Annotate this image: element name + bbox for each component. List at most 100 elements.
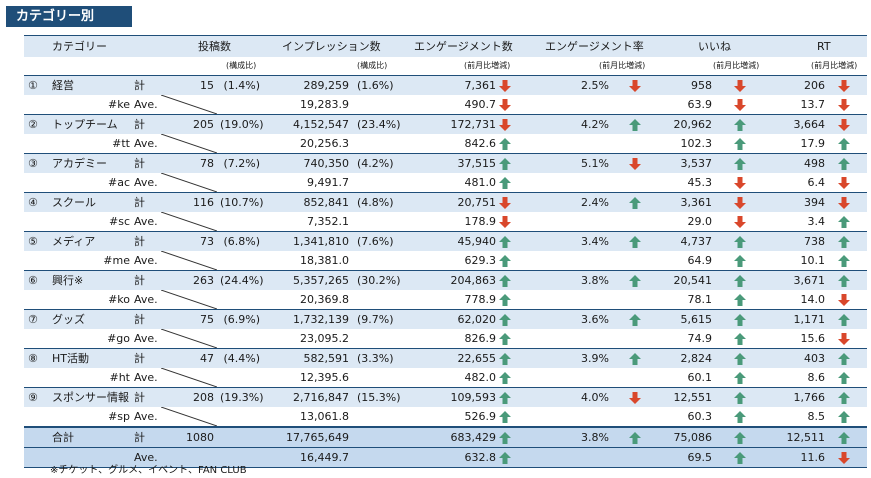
total-label: 計 — [134, 196, 145, 209]
category-number: ④ — [28, 196, 38, 209]
header-category: カテゴリー — [52, 40, 107, 53]
average-rt: 8.5 — [807, 410, 826, 423]
subheader-rate-mom: (前月比増減) — [599, 61, 646, 70]
footnote: ※チケット、グルメ、イベント、FAN CLUB — [50, 465, 247, 476]
arrow-up-icon — [629, 119, 641, 131]
category-name: メディア — [52, 235, 96, 248]
average-likes: 45.3 — [687, 176, 713, 189]
category-tag: #tt — [112, 137, 130, 150]
category-table: カテゴリー 投稿数 インプレッション数 エンゲージメント数 エンゲージメント率 … — [24, 35, 867, 468]
posts-value: 205 — [193, 118, 214, 131]
subheader-rt-mom: (前月比増減) — [811, 61, 858, 70]
arrow-up-icon — [838, 255, 850, 267]
arrow-down-icon — [499, 197, 511, 209]
average-engagements: 178.9 — [464, 215, 497, 228]
average-engagements: 826.9 — [464, 332, 497, 345]
diagonal-divider — [161, 329, 217, 348]
category-row: ② トップチーム 計 205 (19.0%) 4,152,547 (23.4%) 172,73… — [24, 114, 867, 134]
arrow-down-icon — [838, 452, 850, 464]
header-rt: RT — [817, 40, 831, 53]
rt-value: 3,671 — [793, 274, 826, 287]
category-number: ⑥ — [28, 274, 38, 287]
likes-value: 4,737 — [680, 235, 713, 248]
total-rt: 12,511 — [786, 431, 826, 444]
arrow-down-icon — [499, 216, 511, 228]
subheader-eng-mom: (前月比増減) — [464, 61, 511, 70]
arrow-down-icon — [734, 197, 746, 209]
diagonal-divider — [161, 95, 217, 114]
average-row: #me Ave. 18,381.0 629.3 64.9 10.1 — [24, 251, 867, 270]
total-label: 計 — [134, 79, 145, 92]
engagements-value: 172,731 — [450, 118, 497, 131]
impressions-ratio: (4.8%) — [357, 196, 394, 209]
total-average-rt: 11.6 — [800, 451, 826, 464]
average-impressions: 18,381.0 — [300, 254, 349, 267]
total-label: 計 — [134, 431, 145, 444]
arrow-up-icon — [499, 138, 511, 150]
likes-value: 5,615 — [680, 313, 713, 326]
arrow-down-icon — [838, 197, 850, 209]
arrow-down-icon — [734, 80, 746, 92]
average-row: #sp Ave. 13,061.8 526.9 60.3 8.5 — [24, 407, 867, 426]
average-row: #ac Ave. 9,491.7 481.0 45.3 6.4 — [24, 173, 867, 192]
engagement-rate-value: 3.4% — [581, 235, 609, 248]
total-label: 計 — [134, 157, 145, 170]
average-rt: 10.1 — [800, 254, 826, 267]
average-engagements: 481.0 — [464, 176, 497, 189]
arrow-up-icon — [734, 275, 746, 287]
average-rt: 15.6 — [800, 332, 826, 345]
average-label: Ave. — [134, 137, 158, 150]
arrow-down-icon — [629, 392, 641, 404]
diagonal-divider — [161, 407, 217, 426]
arrow-up-icon — [499, 432, 511, 444]
category-number: ⑨ — [28, 391, 38, 404]
engagements-value: 204,863 — [450, 274, 497, 287]
average-row: #tt Ave. 20,256.3 842.6 102.3 17.9 — [24, 134, 867, 153]
arrow-up-icon — [838, 216, 850, 228]
likes-value: 958 — [691, 79, 712, 92]
header-engagement-rate: エンゲージメント率 — [545, 40, 644, 53]
total-label: 計 — [134, 118, 145, 131]
rt-value: 738 — [804, 235, 825, 248]
arrow-up-icon — [499, 275, 511, 287]
arrow-up-icon — [499, 294, 511, 306]
engagements-value: 37,515 — [457, 157, 497, 170]
diagonal-divider — [161, 251, 217, 270]
total-label: 計 — [134, 274, 145, 287]
category-name: トップチーム — [52, 118, 118, 131]
category-row: ④ スクール 計 116 (10.7%) 852,841 (4.8%) 20,751 2.4% 3… — [24, 192, 867, 212]
engagement-rate-value: 3.6% — [581, 313, 609, 326]
average-impressions: 9,491.7 — [307, 176, 349, 189]
average-rt: 6.4 — [807, 176, 826, 189]
posts-value: 75 — [200, 313, 214, 326]
category-row: ⑦ グッズ 計 75 (6.9%) 1,732,139 (9.7%) 62,020 3.6% 5,… — [24, 309, 867, 329]
table-header-row: カテゴリー 投稿数 インプレッション数 エンゲージメント数 エンゲージメント率 … — [24, 35, 867, 57]
header-engagements: エンゲージメント数 — [414, 40, 513, 53]
engagement-rate-value: 3.8% — [581, 274, 609, 287]
engagement-rate-value: 3.9% — [581, 352, 609, 365]
average-likes: 29.0 — [687, 215, 713, 228]
arrow-up-icon — [734, 314, 746, 326]
arrow-up-icon — [734, 158, 746, 170]
posts-value: 47 — [200, 352, 214, 365]
arrow-down-icon — [838, 294, 850, 306]
category-number: ③ — [28, 157, 38, 170]
average-label: Ave. — [134, 371, 158, 384]
total-engagements: 683,429 — [450, 431, 497, 444]
subheader-likes-mom: (前月比増減) — [713, 61, 760, 70]
arrow-down-icon — [734, 99, 746, 111]
average-likes: 64.9 — [687, 254, 713, 267]
arrow-up-icon — [499, 392, 511, 404]
category-number: ⑦ — [28, 313, 38, 326]
section-title: カテゴリー別 — [6, 6, 132, 27]
arrow-up-icon — [838, 275, 850, 287]
average-likes: 60.3 — [687, 410, 713, 423]
posts-value: 263 — [193, 274, 214, 287]
arrow-up-icon — [499, 411, 511, 423]
average-impressions: 7,352.1 — [307, 215, 349, 228]
posts-ratio: (10.7%) — [220, 196, 264, 209]
average-label: Ave. — [134, 98, 158, 111]
average-label: Ave. — [134, 410, 158, 423]
arrow-down-icon — [499, 119, 511, 131]
impressions-ratio: (4.2%) — [357, 157, 394, 170]
